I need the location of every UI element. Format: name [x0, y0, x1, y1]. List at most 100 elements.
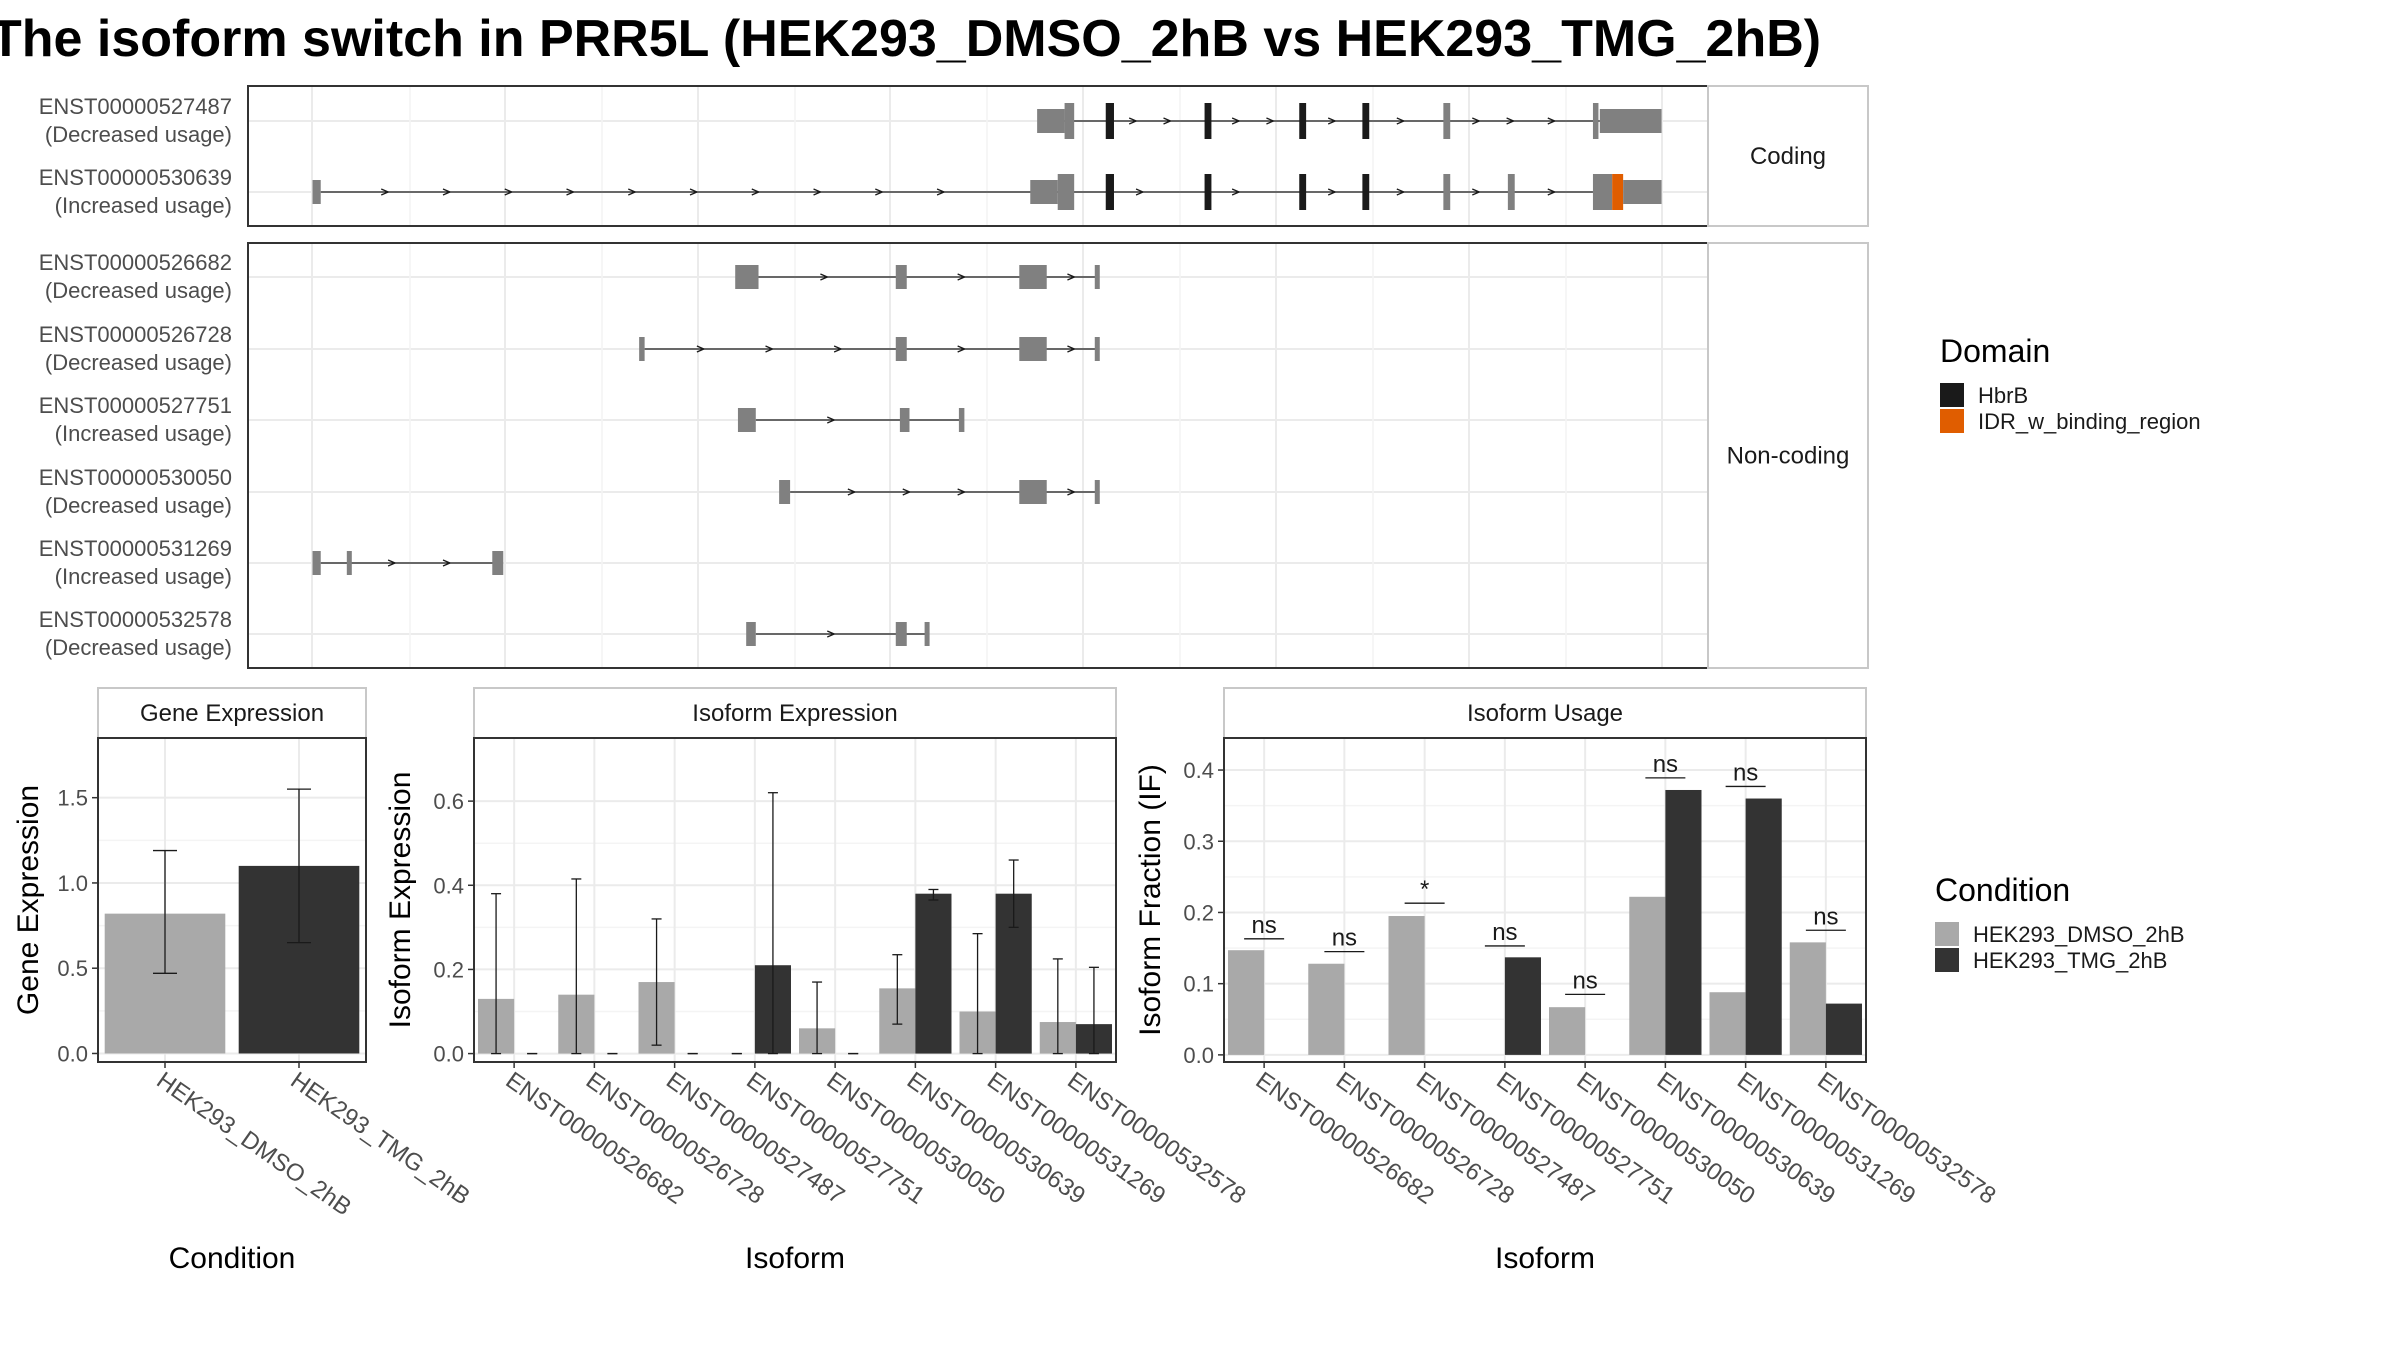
exon-utr — [779, 480, 791, 504]
strand-arrow — [820, 273, 830, 281]
strand-arrow — [566, 188, 576, 196]
condition-legend-title: Condition — [1935, 872, 2070, 908]
y-tick-label: 0.0 — [57, 1041, 88, 1066]
bar-hek293-dmso-2hb — [1629, 896, 1666, 1055]
strand-arrow — [1231, 117, 1241, 125]
facet-strip — [1707, 85, 1869, 227]
condition-legend-swatch — [1935, 948, 1959, 972]
transcript-usage-label: (Decreased usage) — [45, 122, 232, 147]
chart-title: Isoform Usage — [1467, 700, 1623, 727]
exon-utr — [346, 551, 352, 575]
x-axis-title: Condition — [169, 1242, 296, 1275]
strand-arrow — [504, 188, 514, 196]
y-tick-label: 0.2 — [433, 957, 464, 982]
strand-arrow — [751, 188, 761, 196]
y-tick-label: 0.4 — [1183, 758, 1214, 783]
significance-label: ns — [1251, 912, 1276, 939]
exon-utr — [737, 408, 756, 432]
strand-arrow — [442, 188, 452, 196]
exon-coding — [1064, 103, 1075, 139]
exon-coding — [1057, 174, 1075, 210]
bar-hek293-dmso-2hb — [1709, 992, 1746, 1055]
y-tick-label: 0.1 — [1183, 972, 1214, 997]
exon-hbrb-domain — [1362, 103, 1370, 139]
exon-utr — [895, 622, 907, 646]
strand-arrow — [847, 488, 857, 496]
significance-label: ns — [1492, 919, 1517, 946]
transcript-id-label: ENST00000531269 — [39, 536, 232, 561]
strand-arrow — [387, 559, 397, 567]
exon-hbrb-domain — [1299, 103, 1307, 139]
strand-arrow — [902, 488, 912, 496]
transcript-ENST00000526728: ENST00000526728 (Decreased usage) — [39, 322, 1100, 375]
bar-hek293-tmg-2hb — [1745, 798, 1782, 1055]
bar-hek293-dmso-2hb — [1228, 950, 1265, 1055]
strand-arrow — [1506, 117, 1516, 125]
exon-utr — [1599, 109, 1662, 133]
y-tick-label: 0.3 — [1183, 829, 1214, 854]
transcript-id-label: ENST00000532578 — [39, 607, 232, 632]
bar-hek293-tmg-2hb — [1665, 789, 1702, 1055]
exon-utr — [746, 622, 756, 646]
y-tick-label: 0.0 — [433, 1042, 464, 1067]
facet-panel-bg — [248, 243, 1708, 668]
chart-isoform-usage: Isoform Usage 0.0 0.1 0.2 0.3 0.4 ns ns * ns ns ns n… — [1134, 687, 2001, 1275]
exon-hbrb-domain — [1105, 174, 1114, 210]
condition-legend-label: HEK293_TMG_2hB — [1973, 948, 2167, 973]
transcript-usage-label: (Decreased usage) — [45, 278, 232, 303]
strand-arrow — [696, 345, 706, 353]
strand-arrow — [1327, 188, 1337, 196]
exon-utr — [492, 551, 504, 575]
exon-hbrb-domain — [1204, 174, 1212, 210]
strand-arrow — [628, 188, 637, 196]
strand-arrow — [765, 345, 775, 353]
exon-hbrb-domain — [1362, 174, 1370, 210]
strand-arrow — [1547, 117, 1557, 125]
transcript-usage-label: (Decreased usage) — [45, 635, 232, 660]
strand-arrow — [1396, 188, 1406, 196]
exon-utr — [1030, 180, 1058, 204]
x-axis-title: Isoform — [745, 1242, 845, 1275]
facet-panel-bg — [248, 86, 1708, 226]
transcript-ENST00000527487: ENST00000527487 (Decreased usage) — [39, 94, 1662, 147]
strand-arrow — [1067, 345, 1077, 353]
exon-utr — [1094, 265, 1100, 289]
facet-strip-label: Coding — [1750, 143, 1826, 170]
bar-hek293-tmg-2hb — [1504, 957, 1541, 1055]
significance-label: ns — [1332, 925, 1357, 952]
exon-utr — [958, 408, 965, 432]
bar-hek293-dmso-2hb — [1549, 1007, 1586, 1055]
exon-coding — [1592, 103, 1599, 139]
exon-utr — [312, 551, 321, 575]
exon-utr — [895, 265, 907, 289]
transcript-id-label: ENST00000527751 — [39, 393, 232, 418]
x-axis-title: Isoform — [1495, 1242, 1595, 1275]
strand-arrow — [1067, 273, 1077, 281]
exon-idr-domain — [1612, 174, 1624, 210]
plot-border — [97, 737, 367, 1063]
transcript-ENST00000530050: ENST00000530050 (Decreased usage) — [39, 465, 1100, 518]
transcript-ENST00000527751: ENST00000527751 (Increased usage) — [39, 393, 965, 446]
exon-hbrb-domain — [1204, 103, 1212, 139]
strand-arrow — [1396, 117, 1406, 125]
chart-isoform-expression: Isoform Expression0.00.20.40.6ENST000005… — [384, 687, 1251, 1275]
strand-arrow — [1472, 188, 1481, 196]
exon-utr — [895, 337, 907, 361]
bar-hek293-dmso-2hb — [1789, 942, 1826, 1055]
transcript-id-label: ENST00000527487 — [39, 94, 232, 119]
domain-legend-label: IDR_w_binding_region — [1978, 409, 2201, 434]
y-tick-label: 0.0 — [1183, 1043, 1214, 1068]
strand-arrow — [827, 630, 836, 638]
bar-hek293-tmg-2hb — [915, 893, 952, 1054]
transcript-ENST00000530639: ENST00000530639 (Increased usage) — [39, 165, 1662, 218]
exon-hbrb-domain — [1105, 103, 1114, 139]
domain-legend-swatch — [1940, 383, 1964, 407]
exon-utr — [1037, 109, 1065, 133]
facet-strip-label: Non-coding — [1727, 443, 1850, 470]
domain-legend-title: Domain — [1940, 333, 2050, 369]
transcript-ENST00000532578: ENST00000532578 (Decreased usage) — [39, 607, 930, 660]
